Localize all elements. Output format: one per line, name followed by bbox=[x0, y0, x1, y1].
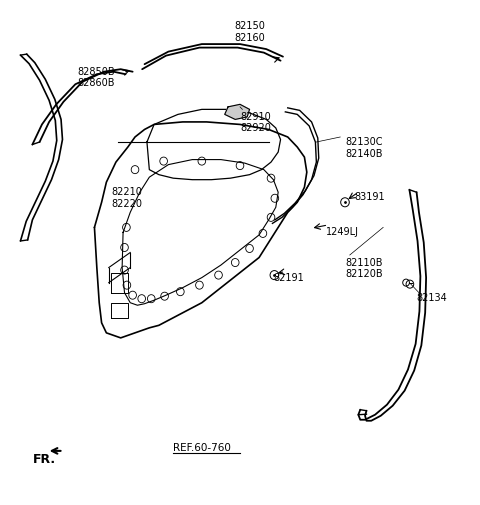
Text: 83191: 83191 bbox=[355, 192, 385, 202]
Text: 82191: 82191 bbox=[274, 273, 304, 283]
Text: FR.: FR. bbox=[33, 453, 56, 467]
Text: 82910
82920: 82910 82920 bbox=[240, 112, 271, 133]
Text: 82130C
82140B: 82130C 82140B bbox=[345, 137, 383, 159]
Text: 1249LJ: 1249LJ bbox=[326, 227, 359, 237]
Text: 82110B
82120B: 82110B 82120B bbox=[345, 258, 383, 279]
Polygon shape bbox=[225, 105, 250, 119]
Text: 82850B
82860B: 82850B 82860B bbox=[78, 67, 115, 88]
Text: 82150
82160: 82150 82160 bbox=[234, 22, 265, 43]
Text: 82134: 82134 bbox=[417, 293, 447, 302]
Text: 82210
82220: 82210 82220 bbox=[111, 187, 142, 209]
Text: REF.60-760: REF.60-760 bbox=[173, 443, 231, 453]
